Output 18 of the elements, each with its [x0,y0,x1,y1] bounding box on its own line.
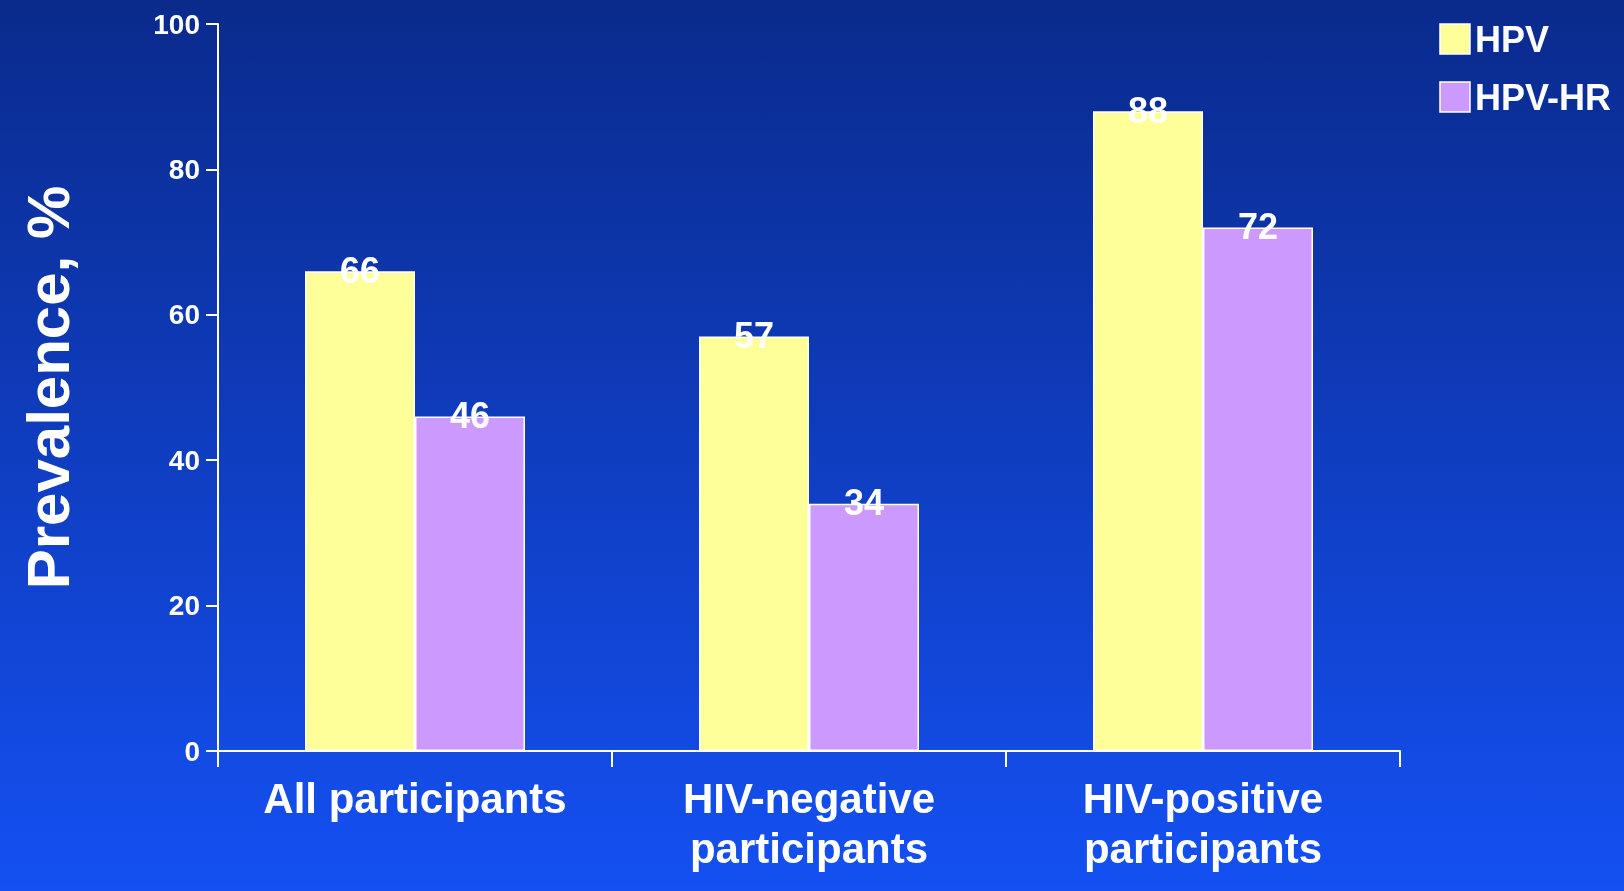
legend-label: HPV [1474,18,1550,60]
y-tick-label: 40 [168,444,200,476]
data-label: 34 [843,482,885,524]
data-label: 72 [1237,206,1279,248]
data-label: 88 [1127,89,1169,131]
data-label: 66 [339,249,381,291]
x-tick-label: HIV-positive participants [1082,774,1324,872]
x-tick-label: HIV-negative participants [682,774,936,872]
y-tick-label: 0 [184,735,200,767]
y-axis-title: Prevalence, % [14,185,82,590]
data-label: 57 [733,315,775,357]
data-label: 46 [449,395,491,437]
y-tick-label: 20 [168,590,200,622]
y-tick-label: 60 [168,299,200,331]
legend-label: HPV-HR [1474,76,1612,118]
x-tick-label: All participants [263,774,567,822]
y-tick-label: 80 [168,153,200,185]
y-tick-label: 100 [153,8,200,40]
